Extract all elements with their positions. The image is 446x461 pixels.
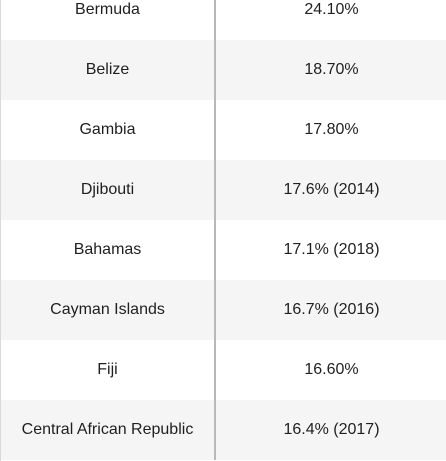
country-cell: Djibouti [1, 160, 216, 220]
country-cell: Bahamas [1, 220, 216, 280]
value-cell: 16.60% [304, 361, 359, 378]
value-cell: 17.6% (2014) [215, 160, 446, 220]
value-cell: 16.7% (2016) [215, 280, 446, 340]
country-cell: Cayman Islands [1, 280, 216, 340]
country-cell: Belize [1, 40, 216, 100]
value-cell: 24.10% [304, 1, 359, 18]
country-cell: Central African Republic [1, 400, 216, 460]
table-row: Djibouti 17.6% (2014) [1, 160, 446, 220]
country-cell: Gambia [1, 100, 216, 160]
table-row: Central African Republic 16.4% (2017) [1, 400, 446, 460]
country-cell: Fiji [1, 340, 216, 400]
table-row: Bahamas 17.1% (2018) [1, 220, 446, 280]
table-row: Bermuda 24.10% [1, 0, 446, 40]
table-row: Belize 18.70% [1, 40, 446, 100]
value-cell: 17.1% (2018) [283, 241, 380, 258]
table-row: Fiji 16.60% [1, 340, 446, 400]
value-cell: 16.4% (2017) [215, 400, 446, 460]
table-row: Cayman Islands 16.7% (2016) [1, 280, 446, 340]
value-cell: 18.70% [215, 40, 446, 100]
table-row: Gambia 17.80% [1, 100, 446, 160]
country-cell: Bermuda [1, 0, 216, 40]
value-cell: 17.80% [304, 121, 359, 138]
